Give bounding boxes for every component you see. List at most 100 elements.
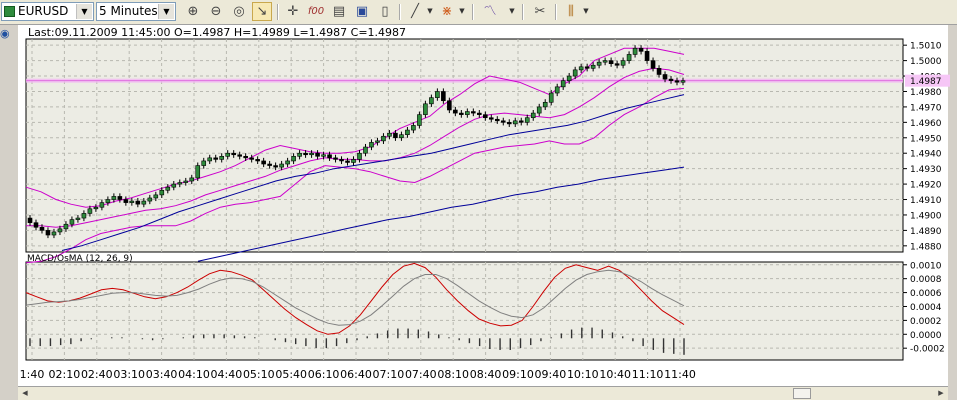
candle-body <box>399 134 404 139</box>
line-icon[interactable]: ╱ <box>411 4 419 19</box>
candle-body <box>668 78 674 81</box>
x-grid <box>31 39 681 360</box>
print-icon[interactable]: ▤ <box>332 4 346 19</box>
right-gutter <box>948 25 957 387</box>
macd-line-macd <box>25 262 685 335</box>
candle-body <box>87 208 93 214</box>
candle-body <box>650 60 656 69</box>
scrollbar-thumb[interactable] <box>793 388 811 399</box>
candle-body <box>602 60 608 63</box>
candle-body <box>285 160 290 165</box>
chevron-down-icon[interactable]: ▼ <box>509 7 515 15</box>
candle-body <box>69 219 75 225</box>
candle-body <box>327 154 332 159</box>
candle-body <box>321 154 326 157</box>
toolbar-separator <box>399 4 401 20</box>
candle-body <box>632 47 638 55</box>
toolbar-separator <box>555 4 557 20</box>
bollinger-lower <box>25 87 685 264</box>
candle-body <box>566 75 572 81</box>
candle-body <box>500 120 506 123</box>
candle-body <box>189 177 195 182</box>
candle-body <box>75 217 81 220</box>
candle-body <box>249 157 254 160</box>
wave-icon[interactable]: 〽 <box>483 4 497 19</box>
candle-body <box>303 152 308 156</box>
ma-fast <box>61 94 685 251</box>
candle-body <box>111 196 117 200</box>
scroll-right-icon[interactable]: ▶ <box>938 389 944 397</box>
candle-body <box>423 103 428 115</box>
timeframe-select[interactable]: 5 Minutes ▼ <box>96 2 176 21</box>
bollinger-upper <box>25 47 685 208</box>
macd-tick-label: 0.0000 <box>910 331 942 341</box>
price-tick-label: 1.4900 <box>910 211 942 221</box>
bar-type-icon[interactable]: ⫼ <box>568 4 574 19</box>
candle-body <box>93 206 99 210</box>
candle-body <box>524 117 530 123</box>
candle-body <box>494 118 500 122</box>
candle-body <box>159 189 165 196</box>
candles <box>27 45 686 239</box>
timeframe-value: 5 Minutes <box>99 4 158 18</box>
candle-body <box>63 223 69 230</box>
time-tick-label: 09:10 <box>502 368 534 381</box>
candle-body <box>608 60 614 64</box>
time-tick-label: 10:40 <box>599 368 631 381</box>
time-tick-label: 06:40 <box>340 368 372 381</box>
chevron-down-icon[interactable]: ▼ <box>583 7 589 15</box>
candle-body <box>471 111 476 114</box>
macd-panel <box>25 261 904 361</box>
chevron-down-icon[interactable]: ▼ <box>158 4 174 19</box>
zoom-out-icon[interactable]: ⊖ <box>210 4 222 19</box>
chevron-down-icon[interactable]: ▼ <box>76 4 92 19</box>
price-tick-label: 1.4950 <box>910 134 942 144</box>
fibonacci-icon[interactable]: ⋇ <box>441 4 453 19</box>
price-tick-label: 1.5010 <box>910 42 942 52</box>
candle-body <box>171 183 177 188</box>
time-tick-label: 1:40 <box>20 368 45 381</box>
candle-body <box>644 51 650 61</box>
zoom-fit-icon[interactable]: ◎ <box>233 4 245 19</box>
last-price-label: 1.4987 <box>910 77 942 87</box>
candle-body <box>297 152 302 157</box>
symbol-select[interactable]: EURUSD ▼ <box>1 2 94 21</box>
time-tick-label: 03:10 <box>113 368 145 381</box>
candle-body <box>483 114 488 119</box>
candle-body <box>57 228 63 233</box>
toolbar-separator <box>277 4 279 20</box>
candle-body <box>243 156 248 159</box>
candle-body <box>273 165 278 168</box>
candle-body <box>441 91 446 102</box>
candle-body <box>33 222 39 228</box>
save-icon[interactable]: ▣ <box>355 4 369 19</box>
candle-body <box>674 80 680 83</box>
chevron-down-icon[interactable]: ▼ <box>427 7 433 15</box>
time-tick-label: 10:10 <box>567 368 599 381</box>
candle-body <box>261 160 266 165</box>
cursor-icon[interactable]: ↘ <box>252 2 272 21</box>
scroll-left-icon[interactable]: ◀ <box>22 389 28 397</box>
candle-body <box>536 106 542 114</box>
crosshair-icon[interactable]: ✛ <box>287 4 299 19</box>
eye-icon[interactable]: ◉ <box>0 27 10 40</box>
price-tick-label: 1.4940 <box>910 150 942 160</box>
price-tick-label: 1.5000 <box>910 57 942 67</box>
settings-icon[interactable]: ✂ <box>534 4 546 19</box>
candle-body <box>590 64 596 69</box>
candle-body <box>548 92 554 103</box>
horizontal-scrollbar[interactable]: ◀ ▶ <box>18 386 948 400</box>
candle-body <box>656 68 662 75</box>
price-tick-label: 1.4890 <box>910 227 942 237</box>
time-tick-label: 05:10 <box>243 368 275 381</box>
macd-tick-label: -0.0002 <box>910 345 945 355</box>
candle-body <box>309 152 314 156</box>
symbol-value: EURUSD <box>18 4 69 18</box>
document-icon[interactable]: ▯ <box>381 4 389 19</box>
candle-body <box>518 120 524 123</box>
zoom-in-icon[interactable]: ⊕ <box>187 4 199 19</box>
indicator-icon[interactable]: f00 <box>307 6 325 17</box>
candle-body <box>117 196 123 200</box>
chevron-down-icon[interactable]: ▼ <box>459 7 465 15</box>
